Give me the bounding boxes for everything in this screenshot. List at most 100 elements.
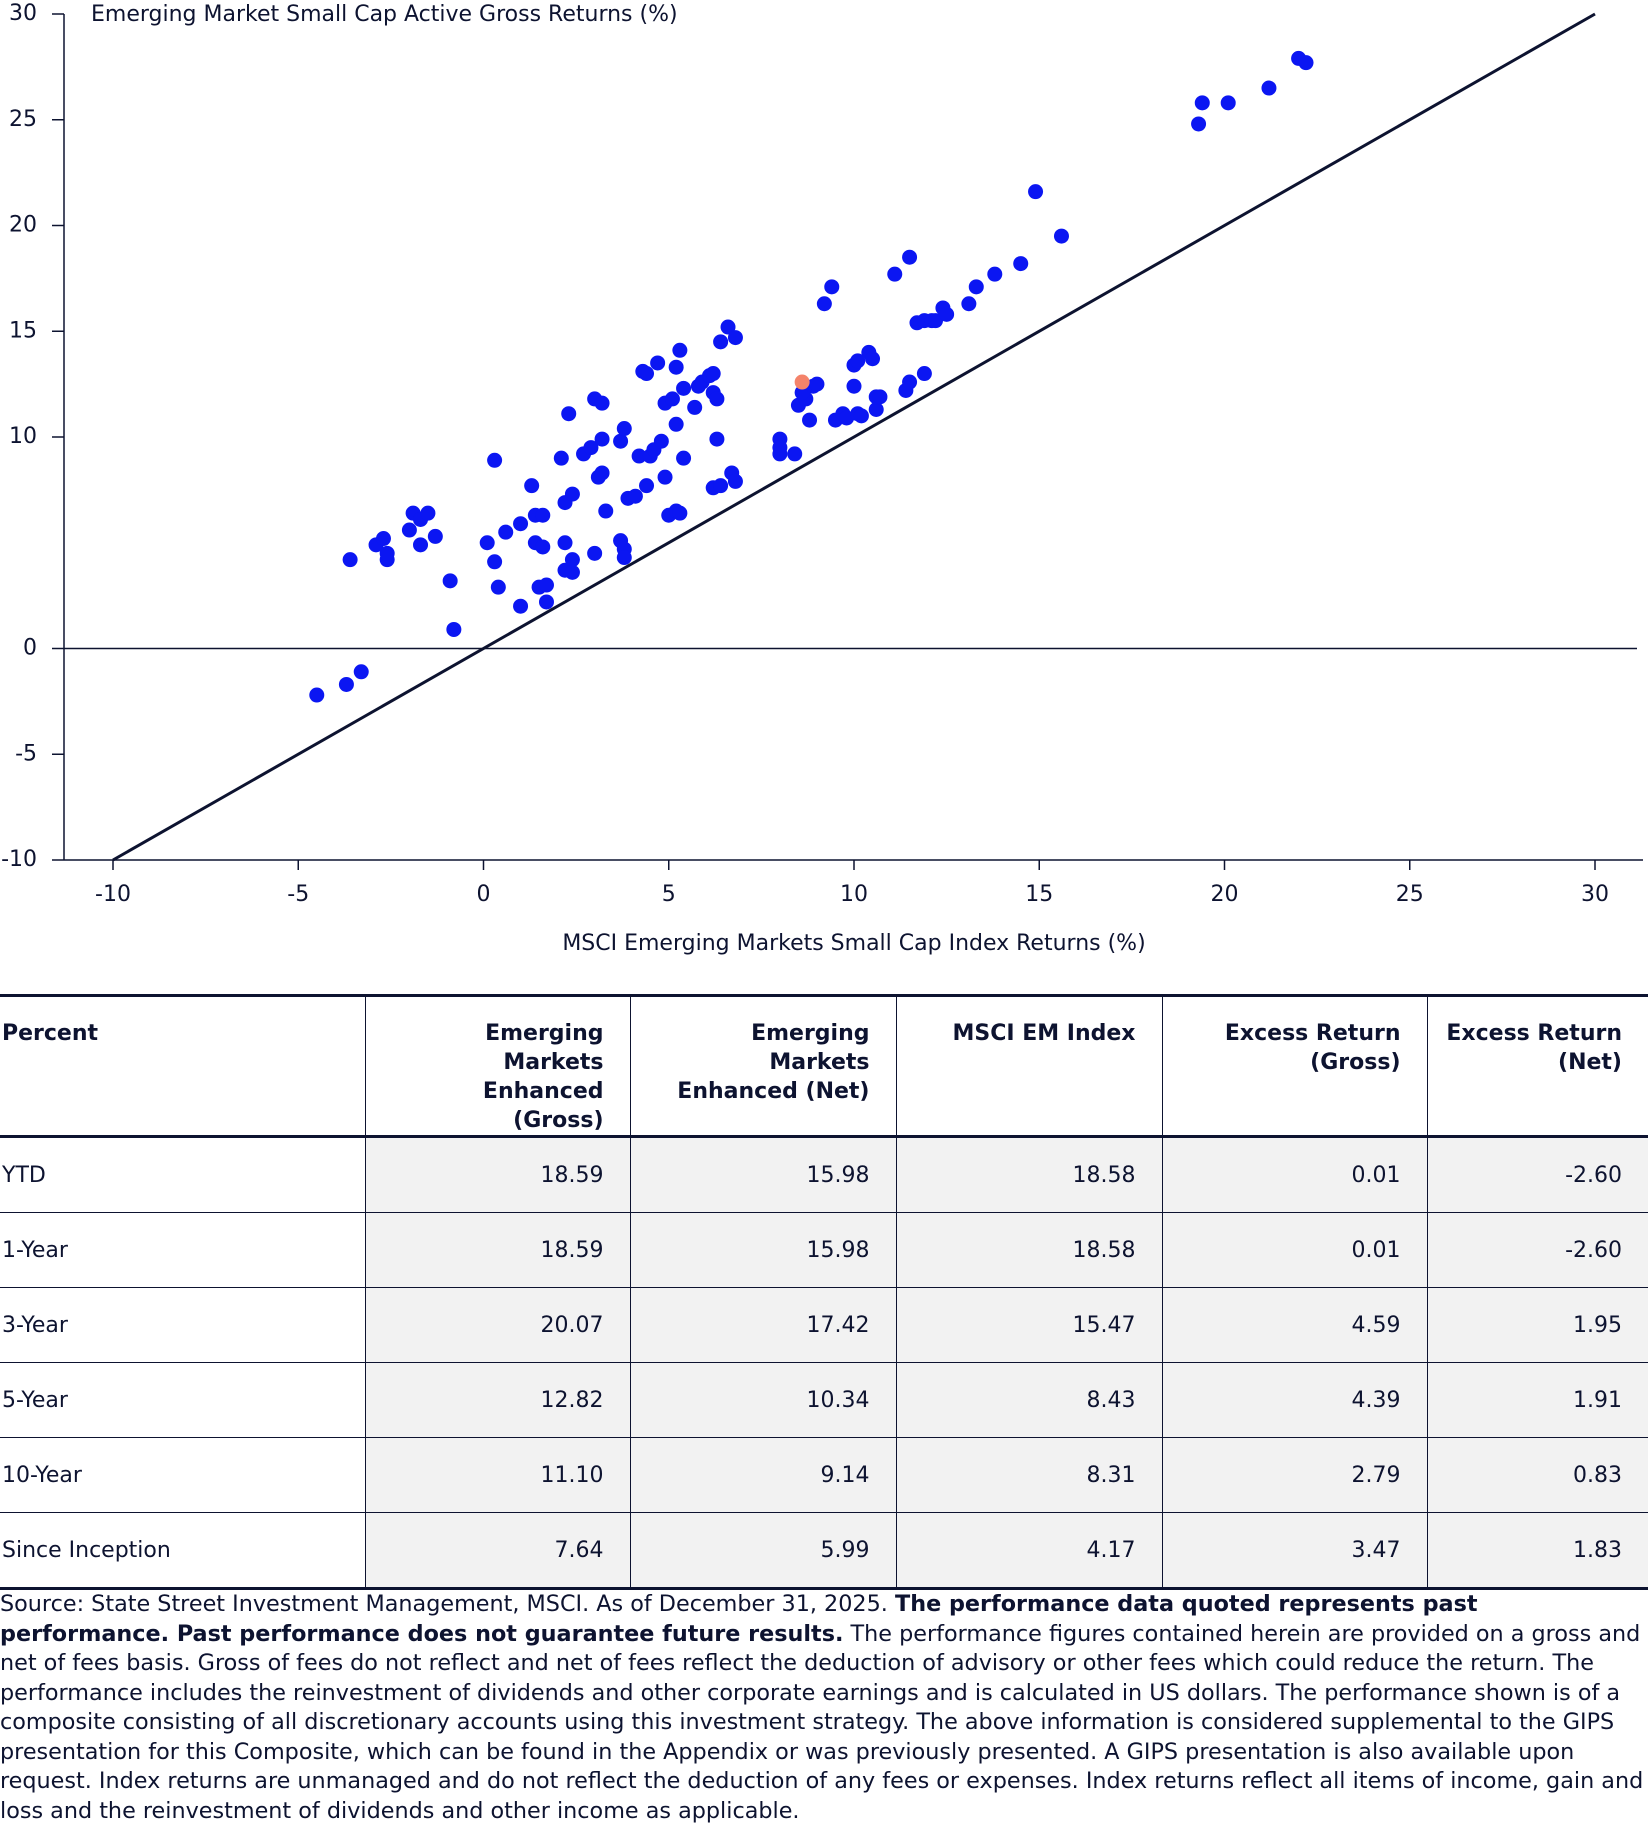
scatter-point — [902, 249, 918, 265]
scatter-point — [939, 306, 955, 322]
table-row: 3-Year 20.07 17.42 15.47 4.59 1.95 — [0, 1287, 1648, 1363]
scatter-point — [498, 524, 514, 540]
table-row: 10-Year 11.10 9.14 8.31 2.79 0.83 — [0, 1437, 1648, 1513]
table-cell: -2.60 — [1426, 1212, 1648, 1288]
scatter-point — [987, 266, 1003, 282]
table-cell: 4.17 — [895, 1512, 1162, 1590]
scatter-point — [968, 279, 984, 295]
x-tick-label: 30 — [1581, 882, 1609, 907]
scatter-point — [668, 359, 684, 375]
column-header-text: Excess Return (Net) — [1446, 1021, 1622, 1075]
footnote-emphasis: The performance data quoted represents p… — [0, 1591, 1478, 1647]
x-tick-label: 5 — [662, 882, 676, 907]
scatter-point — [687, 399, 703, 415]
scatter-point — [616, 550, 632, 566]
scatter-point — [594, 465, 610, 481]
scatter-point — [616, 421, 632, 437]
scatter-point — [557, 535, 573, 551]
scatter-point — [802, 412, 818, 428]
table-cell: 3.47 — [1161, 1512, 1427, 1590]
scatter-point — [613, 433, 629, 449]
y-tick-label: 0 — [23, 636, 37, 661]
scatter-point — [553, 450, 569, 466]
table-cell: 1.83 — [1426, 1512, 1648, 1590]
table-cell: 18.59 — [364, 1136, 630, 1213]
scatter-point — [353, 664, 369, 680]
scatter-point — [1194, 95, 1210, 111]
table-cell: 5.99 — [629, 1512, 896, 1590]
scatter-point — [672, 505, 688, 521]
scatter-point — [713, 334, 729, 350]
scatter-point — [887, 266, 903, 282]
table-cell: 20.07 — [364, 1287, 630, 1363]
table-cell: -2.60 — [1426, 1136, 1648, 1213]
scatter-point — [809, 376, 825, 392]
scatter-point — [535, 507, 551, 523]
footnote-body: The performance figures contained herein… — [0, 1620, 1644, 1824]
footnote: Source: State Street Investment Manageme… — [0, 1590, 1648, 1826]
x-tick-label: 15 — [1025, 882, 1053, 907]
scatter-point — [727, 473, 743, 489]
scatter-point — [564, 564, 580, 580]
scatter-point — [916, 366, 932, 382]
row-label: 1-Year — [0, 1212, 365, 1288]
column-header-text: MSCI EM Index — [952, 1021, 1136, 1046]
scatter-point — [713, 478, 729, 494]
row-label: 10-Year — [0, 1437, 365, 1513]
column-header: Excess Return (Net) — [1426, 994, 1648, 1138]
row-label: 3-Year — [0, 1287, 365, 1363]
y-tick-label: 10 — [9, 424, 37, 449]
scatter-point — [1191, 116, 1207, 132]
scatter-point — [594, 431, 610, 447]
scatter-point — [413, 537, 429, 553]
chart: Emerging Market Small Cap Active Gross R… — [1, 1, 1643, 956]
y-tick-label: -5 — [15, 741, 37, 766]
x-tick-label: -10 — [95, 882, 131, 907]
scatter-point — [676, 450, 692, 466]
table-row: Since Inception 7.64 5.99 4.17 3.47 1.83 — [0, 1512, 1648, 1590]
scatter-point — [664, 391, 680, 407]
scatter-point — [816, 296, 832, 312]
scatter-point — [639, 478, 655, 494]
scatter-point — [709, 431, 725, 447]
table-cell: 2.79 — [1161, 1437, 1427, 1513]
performance-table: Percent Emerging Markets Enhanced (Gross)… — [0, 994, 1648, 1590]
scatter-point — [420, 505, 436, 521]
y-tick-label: 15 — [9, 318, 37, 343]
table-cell: 1.95 — [1426, 1287, 1648, 1363]
scatter-point — [720, 319, 736, 335]
scatter-point — [928, 313, 944, 329]
x-tick-label: -5 — [287, 882, 309, 907]
scatter-point — [379, 545, 395, 561]
scatter-point — [427, 528, 443, 544]
scatter-point — [535, 539, 551, 555]
scatter-point — [961, 296, 977, 312]
scatter-point — [487, 452, 503, 468]
x-tick-label: 25 — [1396, 882, 1424, 907]
scatter-point — [338, 676, 354, 692]
scatter-point — [846, 378, 862, 394]
scatter-point — [1013, 256, 1029, 272]
table-row: 1-Year 18.59 15.98 18.58 0.01 -2.60 — [0, 1212, 1648, 1288]
table-cell: 8.31 — [895, 1437, 1162, 1513]
column-header: MSCI EM Index — [895, 994, 1162, 1138]
scatter-point — [487, 554, 503, 570]
scatter-point — [524, 478, 540, 494]
scatter-point — [583, 440, 599, 456]
scatter-point — [787, 446, 803, 462]
scatter-point — [513, 516, 529, 532]
scatter-point — [309, 687, 325, 703]
scatter-point — [538, 577, 554, 593]
table-cell: 15.98 — [629, 1136, 896, 1213]
table-cell: 12.82 — [364, 1362, 630, 1438]
scatter-point — [794, 374, 810, 390]
scatter-point — [1298, 55, 1314, 71]
scatter-point — [853, 408, 869, 424]
x-axis-title: MSCI Emerging Markets Small Cap Index Re… — [562, 931, 1145, 956]
scatter-point — [375, 531, 391, 547]
scatter-point — [872, 389, 888, 405]
table-cell: 18.58 — [895, 1212, 1162, 1288]
scatter-point — [668, 416, 684, 432]
table-cell: 9.14 — [629, 1437, 896, 1513]
table-cell: 17.42 — [629, 1287, 896, 1363]
